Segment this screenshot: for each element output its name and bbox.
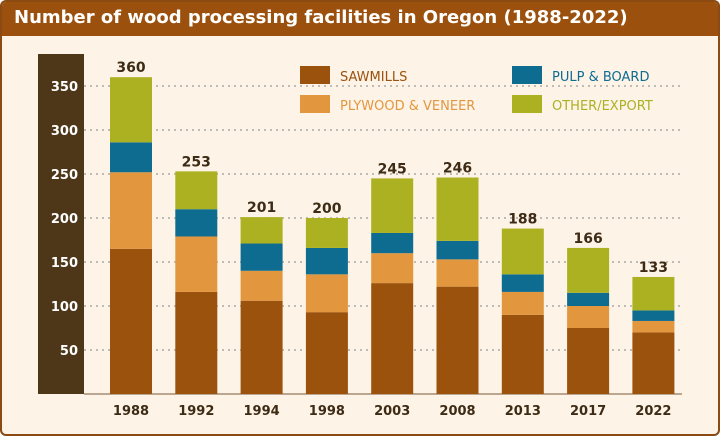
total-label-2008: 246 bbox=[443, 161, 472, 177]
bar-segment-2013-2 bbox=[501, 274, 544, 292]
bar-segment-1992-1 bbox=[175, 236, 218, 292]
x-tick-label-1988: 1988 bbox=[113, 404, 149, 419]
legend-swatch-3 bbox=[512, 95, 542, 113]
total-label-1992: 253 bbox=[182, 154, 211, 170]
bar-segment-2017-2 bbox=[567, 292, 610, 306]
bar-segment-1998-0 bbox=[305, 312, 348, 394]
bar-segment-2022-3 bbox=[632, 276, 675, 311]
bar-segment-2013-1 bbox=[501, 291, 544, 315]
bar-segment-1998-2 bbox=[305, 247, 348, 275]
x-tick-label-1994: 1994 bbox=[244, 404, 280, 419]
x-tick-label-2017: 2017 bbox=[570, 404, 606, 419]
legend-label-0: SAWMILLS bbox=[340, 70, 407, 85]
bar-segment-2008-0 bbox=[436, 286, 479, 394]
total-label-2022: 133 bbox=[639, 260, 668, 276]
legend-label-3: OTHER/EXPORT bbox=[552, 99, 653, 114]
total-label-1994: 201 bbox=[247, 200, 276, 216]
bar-segment-2017-3 bbox=[567, 247, 610, 293]
x-tick-label-2003: 2003 bbox=[374, 404, 410, 419]
bar-segment-1992-0 bbox=[175, 291, 218, 394]
x-tick-label-2008: 2008 bbox=[439, 404, 475, 419]
bar-segment-1988-0 bbox=[110, 248, 152, 394]
bar-segment-2017-1 bbox=[567, 306, 610, 328]
x-tick-label-2022: 2022 bbox=[635, 404, 671, 419]
bar-segment-2008-2 bbox=[436, 240, 479, 260]
bar-segment-2008-3 bbox=[436, 177, 479, 241]
y-tick-label: 300 bbox=[51, 124, 78, 139]
bar-segment-2003-1 bbox=[371, 253, 414, 284]
legend-label-2: PULP & BOARD bbox=[552, 70, 649, 85]
bar-segment-1988-1 bbox=[110, 172, 152, 249]
y-tick-label: 100 bbox=[51, 300, 78, 315]
y-tick-label: 50 bbox=[60, 344, 78, 359]
bar-segment-2008-1 bbox=[436, 259, 479, 287]
legend-swatch-2 bbox=[512, 66, 542, 84]
bar-segment-1988-3 bbox=[110, 77, 152, 143]
x-tick-label-1998: 1998 bbox=[309, 404, 345, 419]
legend-label-1: PLYWOOD & VENEER bbox=[340, 99, 475, 114]
bar-segment-1994-1 bbox=[240, 270, 283, 301]
y-tick-label: 150 bbox=[51, 256, 78, 271]
bar-segment-2022-0 bbox=[632, 332, 675, 394]
bar-segment-2003-2 bbox=[371, 232, 414, 254]
total-label-2003: 245 bbox=[378, 161, 407, 177]
y-tick-label: 250 bbox=[51, 168, 78, 183]
x-tick-label-2013: 2013 bbox=[505, 404, 541, 419]
bar-segment-1988-2 bbox=[110, 142, 152, 173]
bar-segment-1998-1 bbox=[305, 274, 348, 313]
total-label-2013: 188 bbox=[508, 212, 537, 228]
bar-segment-1994-3 bbox=[240, 217, 283, 244]
title-bar: Number of wood processing facilities in … bbox=[2, 2, 718, 36]
bar-segment-2022-2 bbox=[632, 310, 675, 321]
x-tick-label-1992: 1992 bbox=[178, 404, 214, 419]
bar-segment-1992-3 bbox=[175, 171, 218, 210]
bar-segment-2017-0 bbox=[567, 328, 610, 394]
total-label-1988: 360 bbox=[116, 60, 145, 76]
bar-segment-1992-2 bbox=[175, 209, 218, 237]
y-tick-label: 350 bbox=[51, 80, 78, 95]
legend-swatch-0 bbox=[300, 66, 330, 84]
bar-segment-2003-0 bbox=[371, 283, 414, 394]
y-tick-label: 200 bbox=[51, 212, 78, 227]
bar-segment-1994-2 bbox=[240, 243, 283, 271]
chart-title: Number of wood processing facilities in … bbox=[14, 7, 628, 28]
bar-segment-2013-3 bbox=[501, 228, 544, 275]
legend-swatch-1 bbox=[300, 95, 330, 113]
y-axis-band bbox=[38, 54, 84, 394]
bar-segment-2022-1 bbox=[632, 320, 675, 333]
bar-segment-1994-0 bbox=[240, 300, 283, 394]
bar-segment-2013-0 bbox=[501, 314, 544, 394]
bar-segment-2003-3 bbox=[371, 178, 414, 233]
total-label-2017: 166 bbox=[573, 231, 602, 247]
bar-segment-1998-3 bbox=[305, 218, 348, 248]
total-label-1998: 200 bbox=[312, 201, 341, 217]
